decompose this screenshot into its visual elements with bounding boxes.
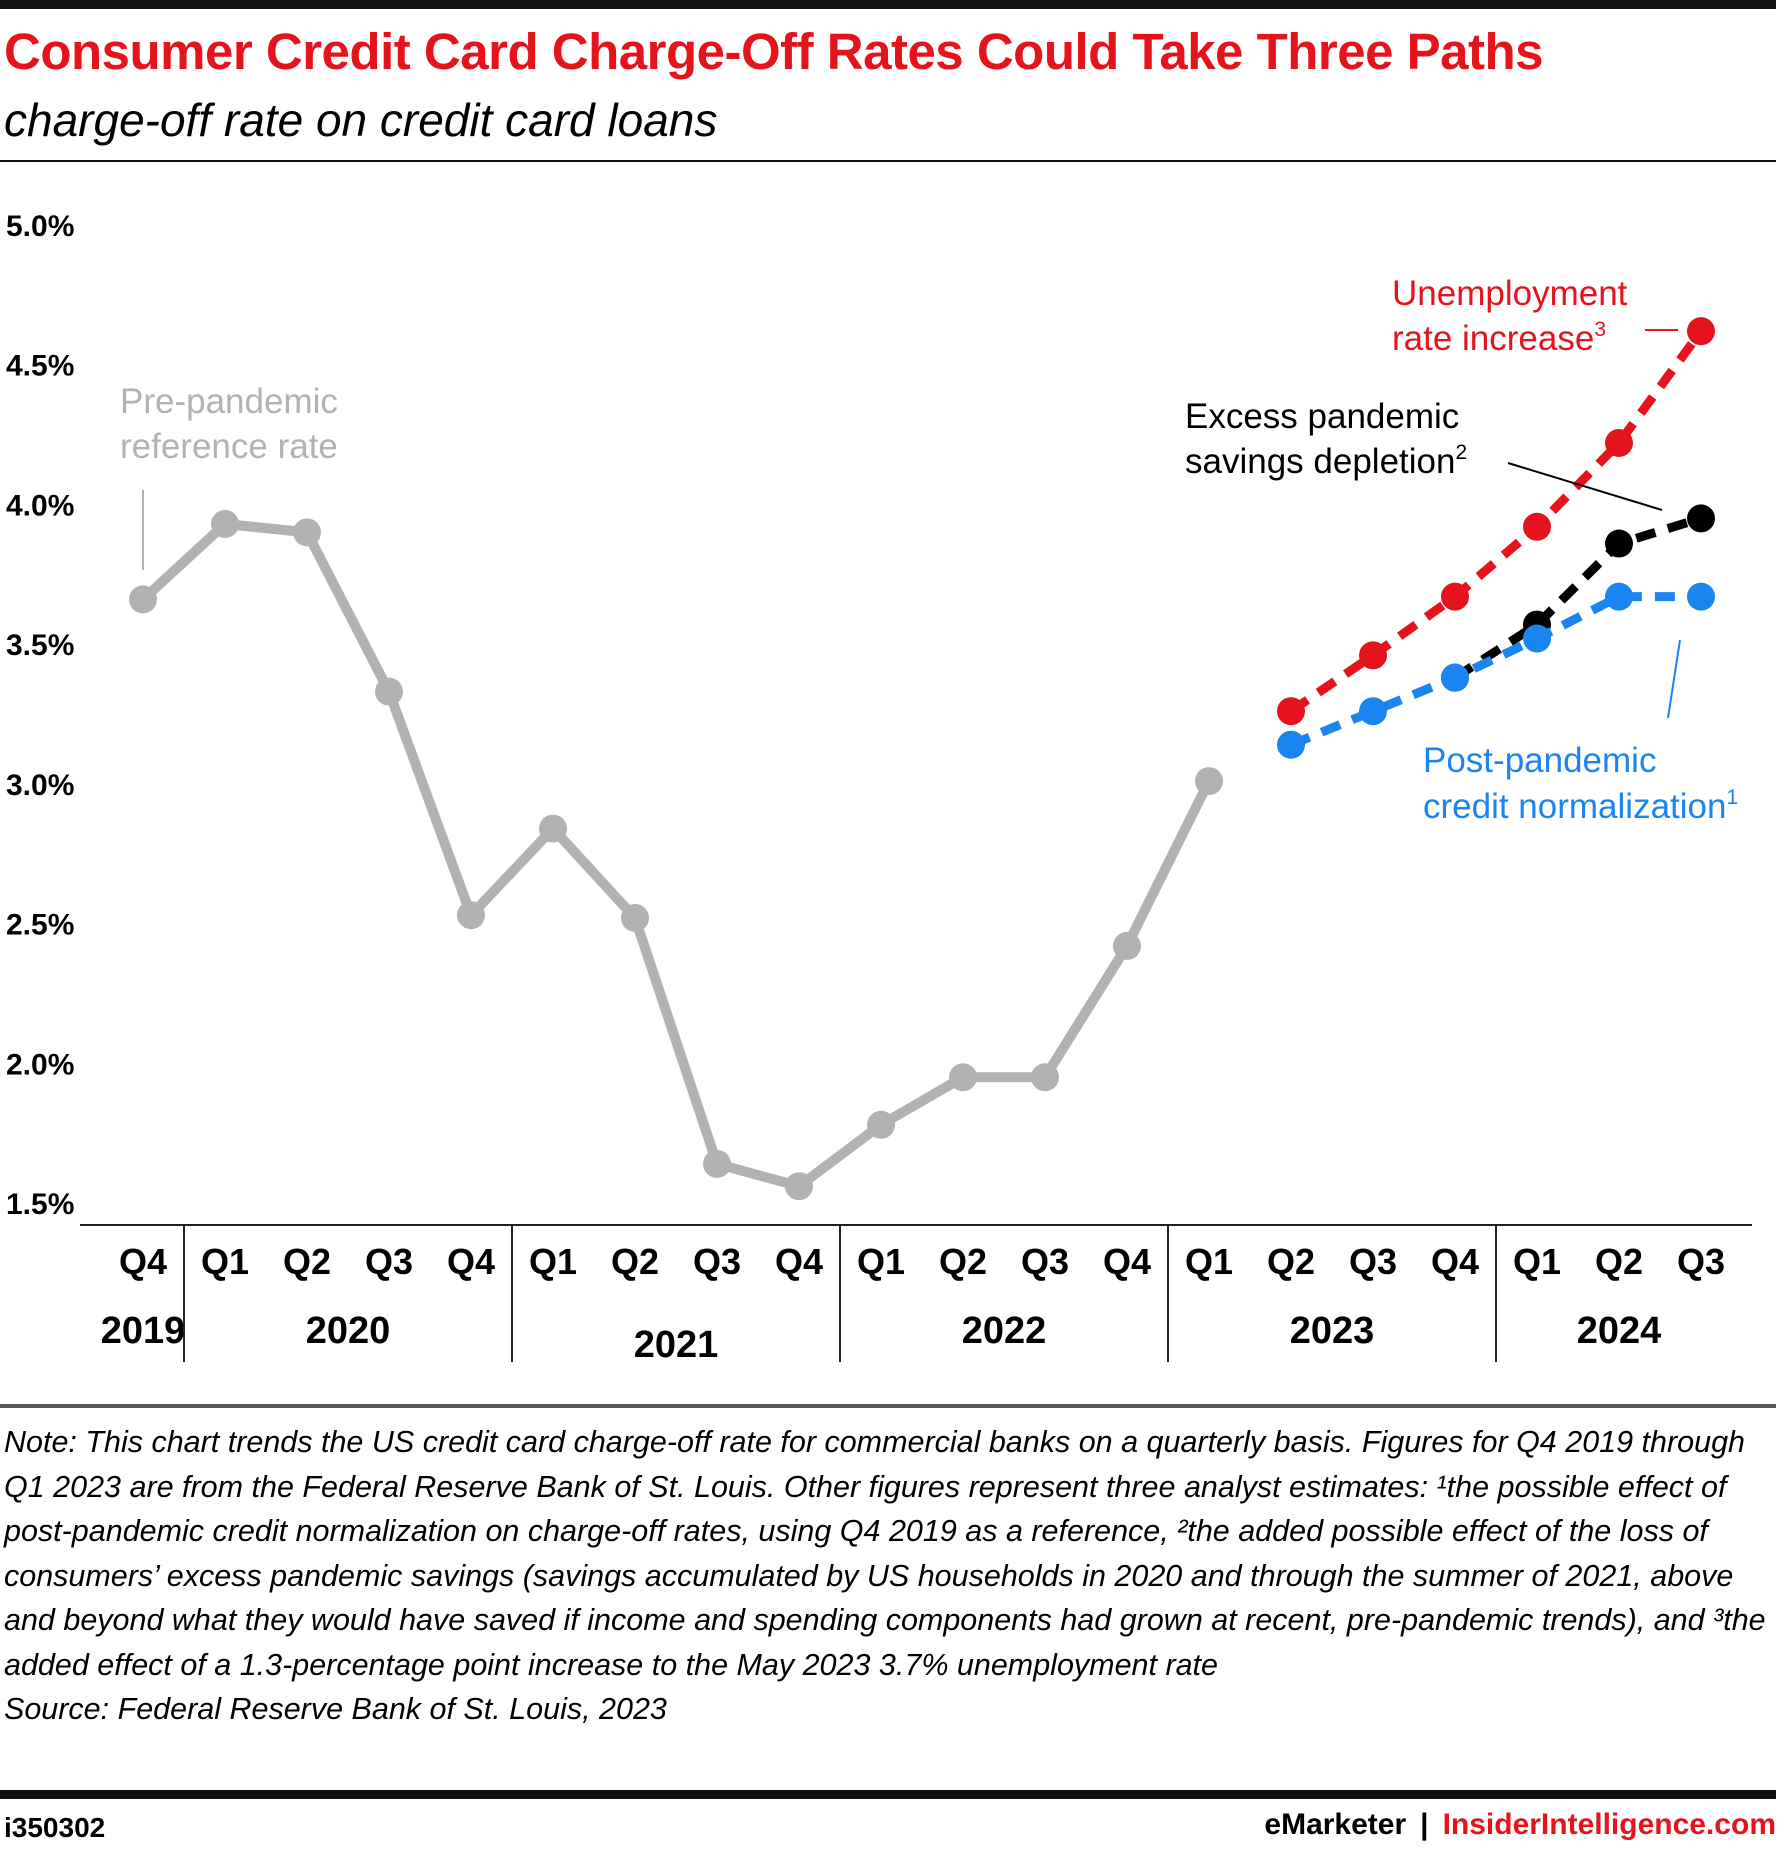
data-point-historical xyxy=(1113,931,1141,960)
header-divider xyxy=(0,160,1776,162)
data-point-unemployment-rate-increase xyxy=(1687,317,1715,346)
annotation-savings-line1: Excess pandemic xyxy=(1185,397,1459,436)
footer-brand: eMarketer | InsiderIntelligence.com xyxy=(1264,1808,1776,1842)
annotation-savings-line2: savings depletion2 xyxy=(1185,441,1467,481)
brand-emarketer: eMarketer xyxy=(1264,1808,1407,1841)
x-tick-label: Q4 xyxy=(447,1241,495,1282)
x-tick-label: Q4 xyxy=(1431,1241,1479,1282)
data-point-excess-pandemic-savings-depletion xyxy=(1605,529,1633,558)
data-point-historical xyxy=(785,1172,813,1201)
data-point-unemployment-rate-increase xyxy=(1441,582,1469,611)
source-text: Source: Federal Reserve Bank of St. Loui… xyxy=(4,1692,667,1726)
year-label: 2022 xyxy=(962,1310,1047,1352)
x-tick-label: Q1 xyxy=(201,1241,249,1282)
data-point-unemployment-rate-increase xyxy=(1359,641,1387,670)
year-label: 2020 xyxy=(306,1310,391,1352)
x-tick-label: Q3 xyxy=(1021,1241,1069,1282)
x-tick-label: Q3 xyxy=(1349,1241,1397,1282)
chart-subtitle: charge-off rate on credit card loans xyxy=(4,94,718,146)
line-chart: 5.0% 4.5% 4.0% 3.5% 3.0% 2.5% 2.0% 1.5% Q4 Q1 Q2 Q3… xyxy=(6,210,1752,1366)
top-bar xyxy=(0,0,1776,9)
series-line-excess-pandemic-savings-depletion xyxy=(1452,514,1703,682)
chart-note: Note: This chart trends the US credit ca… xyxy=(4,1420,1774,1732)
note-text: Note: This chart trends the US credit ca… xyxy=(4,1425,1766,1682)
x-tick-label: Q4 xyxy=(1103,1241,1151,1282)
y-tick-label: 3.5% xyxy=(6,629,74,662)
y-tick-label: 1.5% xyxy=(6,1188,74,1221)
x-tick-label: Q4 xyxy=(775,1241,823,1282)
x-tick-label: Q2 xyxy=(283,1241,331,1282)
year-label: 2019 xyxy=(101,1310,186,1352)
data-point-historical xyxy=(621,903,649,932)
annotation-unemployment-line2: rate increase3 xyxy=(1392,318,1606,358)
data-point-unemployment-rate-increase xyxy=(1277,697,1305,726)
annotation-normalization-leader xyxy=(1667,639,1681,719)
x-tick-label: Q4 xyxy=(119,1241,167,1282)
annotation-unemployment-line1: Unemployment xyxy=(1392,274,1628,313)
y-tick-label: 3.0% xyxy=(6,769,74,802)
chart-id: i350302 xyxy=(4,1812,106,1843)
data-point-historical xyxy=(703,1149,731,1178)
note-divider xyxy=(0,1404,1776,1408)
data-point-historical xyxy=(211,509,239,538)
data-point-historical xyxy=(457,901,485,930)
data-point-post-pandemic-credit-normalization xyxy=(1687,582,1715,611)
data-point-historical xyxy=(1195,767,1223,796)
data-point-excess-pandemic-savings-depletion xyxy=(1687,504,1715,533)
y-tick-label: 4.5% xyxy=(6,350,74,383)
year-label: 2021 xyxy=(634,1324,719,1366)
data-point-historical xyxy=(539,814,567,843)
annotation-pre-pandemic-line2: reference rate xyxy=(120,427,338,466)
brand-separator: | xyxy=(1420,1808,1429,1841)
data-point-historical xyxy=(949,1063,977,1092)
x-tick-label: Q1 xyxy=(1513,1241,1561,1282)
annotation-normalization-line1: Post-pandemic xyxy=(1423,741,1656,780)
data-point-post-pandemic-credit-normalization xyxy=(1605,582,1633,611)
annotation-pre-pandemic-line1: Pre-pandemic xyxy=(120,382,338,421)
data-point-historical xyxy=(1031,1063,1059,1092)
data-point-post-pandemic-credit-normalization xyxy=(1441,663,1469,692)
chart-title: Consumer Credit Card Charge-Off Rates Co… xyxy=(4,23,1544,80)
series-line-unemployment-rate-increase xyxy=(1288,328,1705,715)
annotation-savings-superscript: 2 xyxy=(1455,441,1467,464)
x-tick-label: Q2 xyxy=(939,1241,987,1282)
annotation-unemployment-superscript: 3 xyxy=(1594,318,1606,341)
annotation-normalization-superscript: 1 xyxy=(1726,786,1738,809)
x-tick-label: Q3 xyxy=(693,1241,741,1282)
x-tick-label: Q2 xyxy=(611,1241,659,1282)
x-tick-label: Q3 xyxy=(1677,1241,1725,1282)
x-tick-label: Q2 xyxy=(1595,1241,1643,1282)
data-point-historical xyxy=(375,677,403,706)
x-tick-label: Q1 xyxy=(1185,1241,1233,1282)
x-tick-label: Q2 xyxy=(1267,1241,1315,1282)
footer-bar xyxy=(0,1790,1776,1799)
data-point-historical xyxy=(867,1110,895,1139)
annotation-normalization-line2: credit normalization1 xyxy=(1423,786,1738,826)
data-point-post-pandemic-credit-normalization xyxy=(1523,624,1551,653)
y-tick-label: 5.0% xyxy=(6,210,74,243)
data-point-unemployment-rate-increase xyxy=(1523,512,1551,541)
y-tick-label: 4.0% xyxy=(6,489,74,522)
y-tick-label: 2.5% xyxy=(6,909,74,942)
data-point-post-pandemic-credit-normalization xyxy=(1277,730,1305,759)
annotation-savings-leader xyxy=(1507,462,1663,511)
x-tick-label: Q3 xyxy=(365,1241,413,1282)
brand-insider-intelligence: InsiderIntelligence.com xyxy=(1442,1808,1776,1841)
x-tick-label: Q1 xyxy=(529,1241,577,1282)
x-tick-label: Q1 xyxy=(857,1241,905,1282)
year-label: 2024 xyxy=(1577,1310,1662,1352)
data-point-historical xyxy=(293,518,321,547)
data-point-historical xyxy=(129,585,157,614)
year-label: 2023 xyxy=(1290,1310,1375,1352)
y-tick-label: 2.0% xyxy=(6,1048,74,1081)
data-point-unemployment-rate-increase xyxy=(1605,428,1633,457)
data-point-post-pandemic-credit-normalization xyxy=(1359,697,1387,726)
